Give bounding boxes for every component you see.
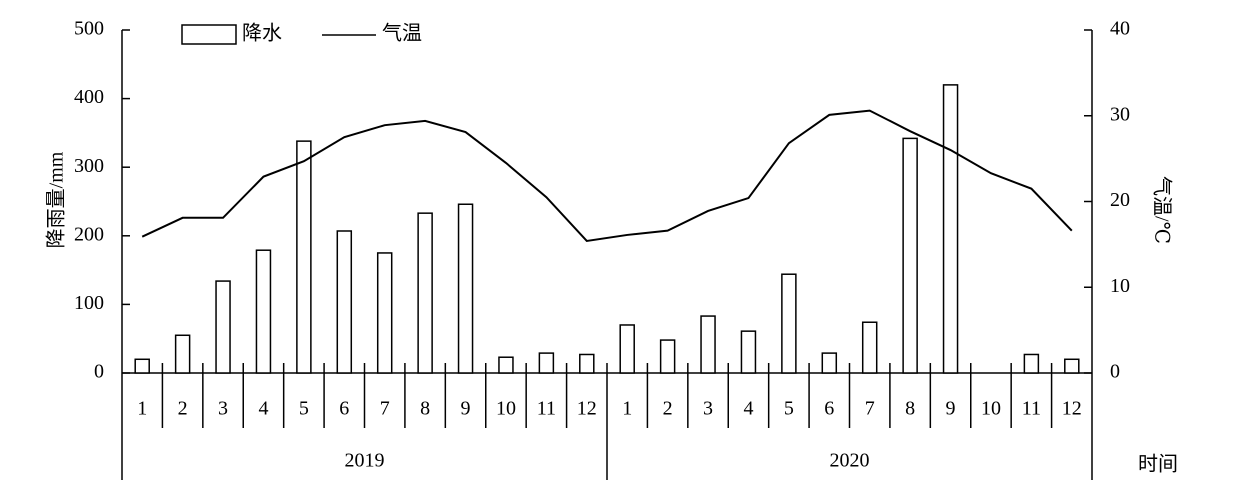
y2-axis-label: 气温/℃ bbox=[1150, 176, 1173, 244]
x-tick-label: 8 bbox=[905, 398, 915, 420]
x-tick-label: 4 bbox=[258, 398, 268, 420]
x-tick-label: 10 bbox=[496, 398, 516, 420]
bar bbox=[781, 273, 797, 374]
x-tick-label: 10 bbox=[981, 398, 1001, 420]
legend-label: 气温 bbox=[382, 22, 422, 45]
bar bbox=[619, 324, 635, 374]
x-tick-label: 6 bbox=[824, 398, 834, 420]
x-tick-label: 1 bbox=[137, 398, 147, 420]
bar bbox=[821, 352, 838, 374]
y-axis-label: 降雨量/mm bbox=[45, 151, 68, 248]
bar bbox=[942, 84, 959, 374]
bar bbox=[457, 203, 474, 374]
x-group-label: 2020 bbox=[830, 450, 870, 472]
y2-tick-label: 20 bbox=[1110, 189, 1130, 211]
bar bbox=[498, 356, 514, 374]
bar bbox=[296, 140, 312, 374]
bar bbox=[861, 321, 878, 374]
x-tick-label: 2 bbox=[178, 398, 188, 420]
x-tick-label: 2 bbox=[663, 398, 673, 420]
x-tick-label: 9 bbox=[946, 398, 956, 420]
x-tick-label: 5 bbox=[784, 398, 794, 420]
bar bbox=[740, 330, 757, 374]
y2-tick-label: 40 bbox=[1110, 18, 1130, 40]
x-tick-label: 7 bbox=[865, 398, 875, 420]
x-tick-label: 9 bbox=[461, 398, 471, 420]
y-tick-label: 500 bbox=[74, 18, 104, 40]
bar bbox=[1023, 353, 1040, 374]
y-tick-label: 200 bbox=[74, 223, 104, 245]
legend-label: 降水 bbox=[242, 22, 282, 45]
bar bbox=[417, 212, 433, 374]
bar bbox=[174, 334, 191, 374]
x-tick-label: 11 bbox=[1022, 398, 1041, 420]
x-axis-label: 时间 bbox=[1138, 453, 1178, 476]
bar bbox=[538, 352, 555, 374]
bar bbox=[700, 315, 716, 374]
bar bbox=[659, 339, 676, 374]
x-tick-label: 12 bbox=[1062, 398, 1082, 420]
x-tick-label: 3 bbox=[703, 398, 713, 420]
x-tick-label: 3 bbox=[218, 398, 228, 420]
x-tick-label: 7 bbox=[380, 398, 390, 420]
bar bbox=[255, 249, 272, 374]
bar bbox=[579, 353, 595, 374]
y2-tick-label: 10 bbox=[1110, 275, 1130, 297]
y-tick-label: 0 bbox=[94, 361, 104, 383]
bar bbox=[336, 230, 353, 374]
x-tick-label: 12 bbox=[577, 398, 597, 420]
y2-tick-label: 30 bbox=[1110, 103, 1130, 125]
y2-tick-label: 0 bbox=[1110, 361, 1120, 383]
x-tick-label: 11 bbox=[537, 398, 556, 420]
x-tick-label: 5 bbox=[299, 398, 309, 420]
x-tick-label: 1 bbox=[622, 398, 632, 420]
y-tick-label: 100 bbox=[74, 292, 104, 314]
bar bbox=[902, 137, 918, 374]
x-tick-label: 6 bbox=[339, 398, 349, 420]
bar bbox=[215, 280, 231, 374]
temperature-line bbox=[141, 109, 1073, 243]
bar bbox=[1064, 358, 1080, 374]
x-group-label: 2019 bbox=[345, 450, 385, 472]
x-tick-label: 4 bbox=[743, 398, 753, 420]
bar bbox=[134, 358, 150, 374]
y-tick-label: 400 bbox=[74, 86, 104, 108]
x-tick-label: 8 bbox=[420, 398, 430, 420]
legend-swatch bbox=[181, 24, 237, 45]
bar bbox=[376, 252, 393, 374]
y-tick-label: 300 bbox=[74, 155, 104, 177]
